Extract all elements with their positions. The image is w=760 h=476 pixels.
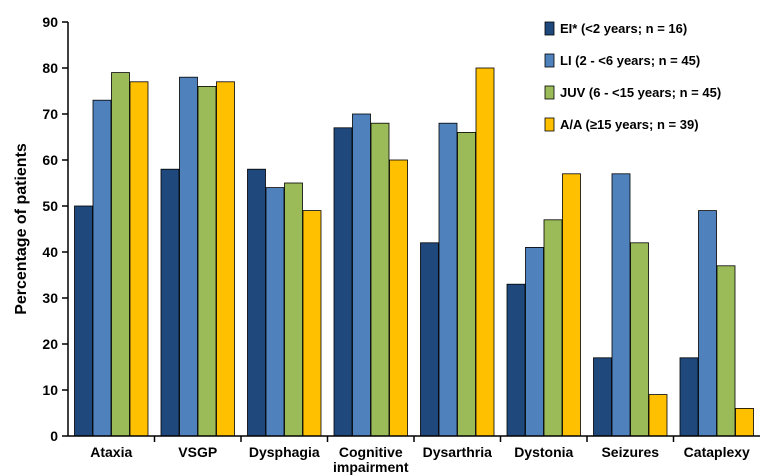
bar [735, 407, 754, 437]
bar [179, 76, 198, 437]
y-tick-label: 30 [42, 290, 58, 306]
legend: EI* (<2 years; n = 16) LI (2 - <6 years; … [544, 21, 721, 132]
bar [284, 182, 303, 437]
x-category-label: impairment [333, 459, 409, 475]
bar [438, 122, 458, 437]
x-category-label: Ataxia [90, 444, 132, 460]
bar [265, 187, 285, 437]
legend-label: EI* (<2 years; n = 16) [560, 21, 687, 36]
bar [648, 394, 668, 437]
legend-swatch [544, 53, 555, 68]
y-tick-label: 0 [50, 428, 58, 444]
legend-swatch [544, 85, 555, 100]
legend-label: JUV (6 - <15 years; n = 45) [560, 85, 721, 100]
bar [562, 173, 581, 437]
y-tick-label: 50 [42, 198, 58, 214]
bar [370, 122, 390, 437]
y-tick-label: 10 [42, 382, 58, 398]
bar [389, 159, 408, 437]
bar [457, 131, 476, 437]
y-tick-label: 60 [42, 152, 58, 168]
bar [506, 283, 526, 437]
legend-swatch [544, 21, 555, 36]
x-category-label: Dystonia [514, 444, 573, 460]
bar [197, 86, 217, 437]
y-tick-label: 80 [42, 60, 58, 76]
y-tick-label: 70 [42, 106, 58, 122]
bar [543, 219, 563, 437]
bar [129, 81, 149, 437]
x-category-label: Dysarthria [423, 444, 492, 460]
bar [216, 81, 235, 437]
bar [247, 168, 266, 437]
y-axis-title: Percentage of patients [13, 143, 30, 315]
y-tick-label: 20 [42, 336, 58, 352]
legend-swatch [544, 117, 555, 132]
legend-label: A/A (≥15 years; n = 39) [560, 117, 699, 132]
bar [302, 210, 322, 437]
bar [160, 168, 180, 437]
bar [111, 72, 130, 437]
x-category-label: Dysphagia [249, 444, 320, 460]
x-category-label: VSGP [178, 444, 217, 460]
y-tick-label: 40 [42, 244, 58, 260]
bar [698, 210, 717, 437]
bar [420, 242, 439, 437]
x-category-label: Seizures [601, 444, 659, 460]
bar [92, 99, 112, 437]
bar [333, 127, 353, 437]
bar [716, 265, 736, 437]
x-category-label: Cataplexy [684, 444, 750, 460]
bar [630, 242, 649, 437]
bar [593, 357, 612, 437]
x-category-label: Cognitive [339, 444, 403, 460]
bar [352, 113, 371, 437]
legend-label: LI (2 - <6 years; n = 45) [560, 53, 700, 68]
bar [679, 357, 699, 437]
bar [611, 173, 631, 437]
bar [525, 246, 544, 437]
bar [475, 67, 495, 437]
bar [74, 205, 93, 437]
y-tick-label: 90 [42, 14, 58, 30]
y-axis-ticks: 0 10 20 30 40 50 60 70 80 90 [42, 14, 675, 444]
